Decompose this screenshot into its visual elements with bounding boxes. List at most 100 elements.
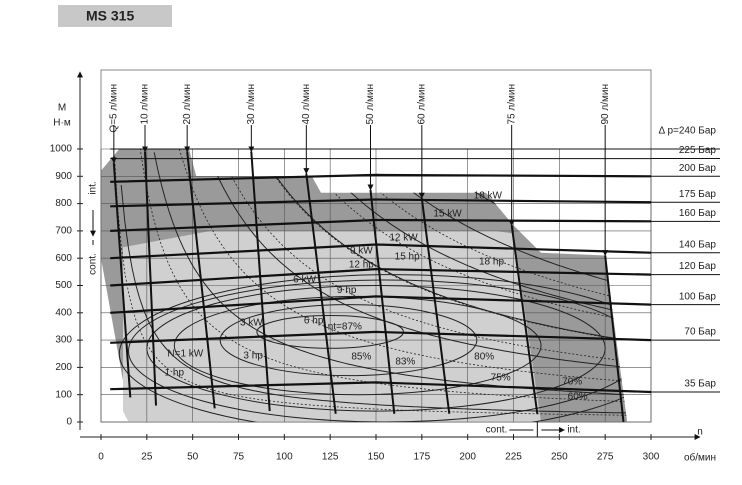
chart-title: MS 315	[86, 8, 134, 24]
pressure-label: 200 Бар	[679, 163, 717, 174]
x-tick-label: 250	[551, 452, 568, 463]
power-hp-label: 1 hp	[165, 368, 185, 379]
efficiency-label: 75%	[491, 373, 511, 384]
power-hp-curve	[216, 149, 628, 364]
power-kw-label: 3 kW	[240, 318, 263, 329]
power-hp-curve	[252, 149, 628, 345]
pressure-line	[110, 173, 652, 183]
y-tick-label: 500	[55, 280, 72, 291]
flow-line	[420, 197, 451, 414]
flow-line	[186, 151, 216, 409]
efficiency-contour	[118, 274, 628, 422]
pressure-label: 70 Бар	[684, 327, 716, 338]
x-tick-label: 50	[187, 452, 199, 463]
flow-label: 50 л/мин	[365, 84, 376, 125]
pressure-line	[110, 267, 652, 287]
flow-label: 60 л/мин	[416, 84, 427, 125]
efficiency-label: 83%	[395, 357, 415, 368]
y-label: Н·м	[53, 118, 71, 129]
power-kw-label: 12 kW	[389, 233, 418, 244]
power-kw-label: 15 kW	[433, 209, 462, 220]
flow-line	[604, 255, 625, 423]
x-tick-label: 200	[459, 452, 476, 463]
pressure-line	[110, 381, 652, 394]
power-kw-label: 9 kW	[350, 246, 373, 257]
y-tick-label: 900	[55, 171, 72, 182]
efficiency-contour	[128, 279, 628, 422]
flow-line	[510, 225, 539, 414]
flow-label: 20 л/мин	[182, 84, 193, 125]
pressure-line	[110, 295, 652, 314]
flow-line	[112, 162, 132, 398]
zone-label: int.	[88, 181, 99, 194]
flow-label: 75 л/мин	[506, 84, 517, 125]
flow-line	[144, 151, 157, 406]
pressure-label: 225 Бар	[679, 145, 717, 156]
flow-label: 90 л/мин	[600, 84, 611, 125]
y-tick-label: 1000	[50, 144, 73, 155]
power-kw-label: N=1 kW	[167, 349, 203, 360]
y-tick-label: 600	[55, 253, 72, 264]
efficiency-label: ηt=87%	[328, 322, 362, 333]
pressure-label: Δ p=240 Бар	[659, 126, 717, 137]
power-hp-label: 18 hp	[479, 257, 504, 268]
x-tick-label: 25	[141, 452, 153, 463]
flow-label: 40 л/мин	[301, 84, 312, 125]
power-hp-label: 9 hp	[337, 285, 357, 296]
x-label: n	[697, 427, 703, 438]
y-tick-label: 100	[55, 389, 72, 400]
efficiency-contour	[219, 304, 478, 377]
power-hp-label: 6 hp	[304, 316, 324, 327]
efficiency-label: 80%	[474, 352, 494, 363]
pressure-label: 175 Бар	[679, 189, 717, 200]
power-kw-curve	[304, 149, 628, 318]
flow-line	[369, 189, 396, 414]
x-tick-label: 0	[98, 452, 104, 463]
pressure-label: 35 Бар	[684, 379, 716, 390]
y-tick-label: 300	[55, 335, 72, 346]
pressure-line	[110, 198, 652, 208]
power-hp-label: 15 hp	[395, 252, 420, 263]
zone-label: cont.	[486, 425, 508, 436]
x-tick-label: 275	[597, 452, 614, 463]
efficiency-contour	[173, 295, 542, 396]
flow-line	[250, 151, 271, 412]
power-kw-label: 18 kW	[474, 191, 503, 202]
y-tick-label: 700	[55, 226, 72, 237]
y-tick-label: 200	[55, 362, 72, 373]
pressure-line	[110, 330, 652, 344]
zone-label: cont.	[88, 253, 99, 275]
x-tick-label: 125	[322, 452, 339, 463]
pressure-label: 140 Бар	[679, 239, 717, 250]
power-hp-curve	[175, 149, 628, 384]
efficiency-contour	[146, 285, 606, 412]
pressure-label: 160 Бар	[679, 208, 717, 219]
pressure-label: 100 Бар	[679, 291, 717, 302]
y-tick-label: 800	[55, 198, 72, 209]
power-kw-curve	[153, 152, 628, 397]
flow-label: 10 л/мин	[140, 84, 151, 125]
x-tick-label: 75	[233, 452, 245, 463]
efficiency-label: 70%	[562, 377, 582, 388]
x-tick-label: 175	[413, 452, 430, 463]
x-tick-label: 100	[276, 452, 293, 463]
title-box	[58, 5, 172, 27]
flow-line	[305, 173, 337, 414]
flow-label: 30 л/мин	[246, 84, 257, 125]
x-tick-label: 225	[505, 452, 522, 463]
pressure-label: 120 Бар	[679, 261, 717, 272]
y-tick-label: 400	[55, 307, 72, 318]
power-kw-label: 6 kW	[293, 275, 316, 286]
pressure-line	[110, 218, 652, 232]
x-label: об/мин	[684, 452, 716, 464]
power-hp-curve	[139, 149, 628, 403]
x-tick-label: 150	[368, 452, 385, 463]
flow-label: Q=5 л/мин	[108, 84, 119, 133]
efficiency-label: 60%	[568, 392, 588, 403]
power-hp-label: 12 hp	[349, 260, 374, 271]
y-tick-label: 0	[66, 417, 72, 428]
efficiency-label: 85%	[351, 352, 371, 363]
x-tick-label: 300	[643, 452, 660, 463]
zone-label: int.	[567, 425, 580, 436]
